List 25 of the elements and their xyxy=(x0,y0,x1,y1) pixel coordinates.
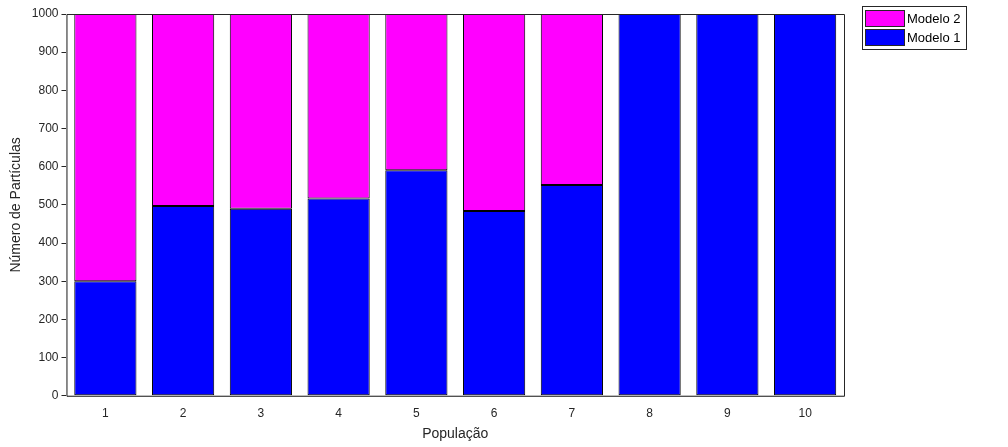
x-tick-label: 8 xyxy=(646,406,654,421)
y-axis-title: Número de Partículas xyxy=(7,137,24,273)
x-tick-label: 7 xyxy=(568,406,576,421)
x-tick-label: 4 xyxy=(335,406,343,421)
y-tick-label: 1000 xyxy=(31,6,59,21)
y-tick-label: 400 xyxy=(38,235,59,250)
y-tick-label: 300 xyxy=(38,273,59,288)
y-tick-label: 0 xyxy=(51,388,59,403)
x-tick-label: 3 xyxy=(257,406,265,421)
x-tick-label: 2 xyxy=(179,406,187,421)
x-tick-label: 10 xyxy=(798,406,813,421)
y-tick-label: 600 xyxy=(38,159,59,174)
y-tick-label: 900 xyxy=(38,44,59,59)
legend-label: Modelo 2 xyxy=(907,11,961,26)
x-tick-label: 1 xyxy=(102,406,110,421)
x-tick-label: 6 xyxy=(490,406,498,421)
y-tick-label: 700 xyxy=(38,120,59,135)
y-tick-label: 800 xyxy=(38,82,59,97)
x-axis-title: População xyxy=(422,425,489,442)
y-tick-label: 200 xyxy=(38,311,59,326)
x-tick-label: 5 xyxy=(413,406,421,421)
legend-label: Modelo 1 xyxy=(907,30,961,45)
y-tick-label: 500 xyxy=(38,197,59,212)
y-tick-label: 100 xyxy=(38,349,59,364)
x-tick-label: 9 xyxy=(724,406,732,421)
